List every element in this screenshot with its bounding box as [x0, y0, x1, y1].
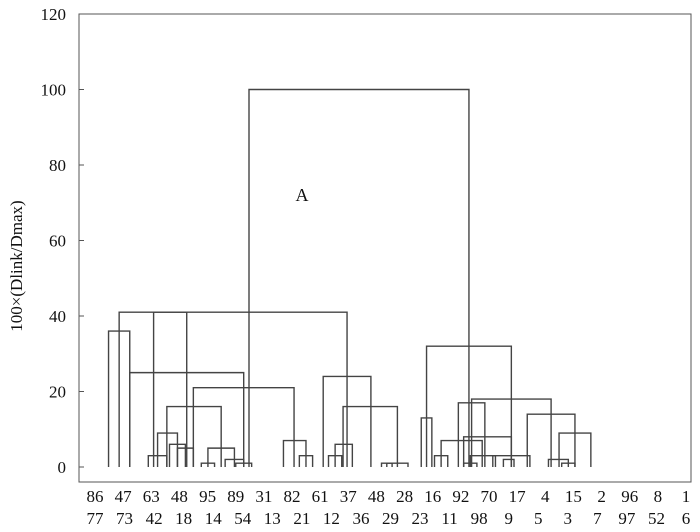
- leaf-label: 1: [682, 487, 691, 506]
- leaf-label: 73: [116, 509, 133, 528]
- leaf-label: 16: [424, 487, 441, 506]
- leaf-label: 18: [175, 509, 192, 528]
- leaf-label: 89: [227, 487, 244, 506]
- y-tick-label: 120: [41, 5, 67, 24]
- y-tick-label: 0: [58, 458, 67, 477]
- leaf-label: 86: [87, 487, 104, 506]
- leaf-label: 97: [618, 509, 636, 528]
- leaf-label: 7: [593, 509, 602, 528]
- dendrogram-links: [107, 88, 592, 467]
- y-axis-label: 100×(Dlink/Dmax): [7, 200, 26, 331]
- leaf-label: 47: [115, 487, 133, 506]
- dendrogram-link: [502, 458, 515, 467]
- leaf-label: 63: [143, 487, 160, 506]
- leaf-labels: 86 47 63 48 95 89 31 82 61 37 48 28 16 92 70 17 4 15 2 96 8 1…: [87, 487, 691, 528]
- dendrogram-link: [152, 311, 348, 467]
- cluster-label: A: [296, 185, 309, 205]
- leaf-label: 2: [597, 487, 606, 506]
- leaf-label: 5: [534, 509, 543, 528]
- leaf-label: 82: [284, 487, 301, 506]
- leaf-label: 13: [264, 509, 281, 528]
- leaf-label: 23: [412, 509, 429, 528]
- leaf-label: 52: [648, 509, 665, 528]
- leaf-label: 96: [621, 487, 638, 506]
- leaf-label: 4: [541, 487, 550, 506]
- cluster-labels: AB: [296, 185, 309, 205]
- dendrogram-link: [440, 439, 483, 467]
- leaf-label: 92: [452, 487, 469, 506]
- plot-frame: [78, 13, 692, 483]
- leaf-label: 6: [682, 509, 691, 528]
- leaf-label: 14: [205, 509, 223, 528]
- leaf-label: 21: [293, 509, 310, 528]
- leaf-label: 8: [654, 487, 663, 506]
- leaf-label: 54: [234, 509, 252, 528]
- leaf-label: 15: [565, 487, 582, 506]
- leaf-label: 42: [146, 509, 163, 528]
- y-tick-label: 20: [49, 383, 66, 402]
- y-tick-label: 100: [41, 81, 67, 100]
- leaf-label: 48: [368, 487, 385, 506]
- leaf-label: 98: [471, 509, 488, 528]
- leaf-label: 31: [255, 487, 272, 506]
- leaf-label: 17: [509, 487, 527, 506]
- leaf-label: 28: [396, 487, 413, 506]
- leaf-label: 95: [199, 487, 216, 506]
- leaf-label: 36: [352, 509, 369, 528]
- leaf-label: 70: [481, 487, 498, 506]
- y-axis: 0 20 40 60 80 100 120: [41, 5, 84, 477]
- leaf-label: 9: [504, 509, 513, 528]
- y-tick-label: 60: [49, 232, 66, 251]
- dendrogram-link: [248, 88, 470, 467]
- leaf-label: 11: [441, 509, 457, 528]
- leaf-label: 12: [323, 509, 340, 528]
- leaf-label: 48: [171, 487, 188, 506]
- leaf-label: 29: [382, 509, 399, 528]
- leaf-label: 61: [312, 487, 329, 506]
- leaf-label: 37: [340, 487, 358, 506]
- leaf-label: 3: [564, 509, 573, 528]
- y-tick-label: 40: [49, 307, 66, 326]
- leaf-label: 77: [87, 509, 105, 528]
- y-tick-label: 80: [49, 156, 66, 175]
